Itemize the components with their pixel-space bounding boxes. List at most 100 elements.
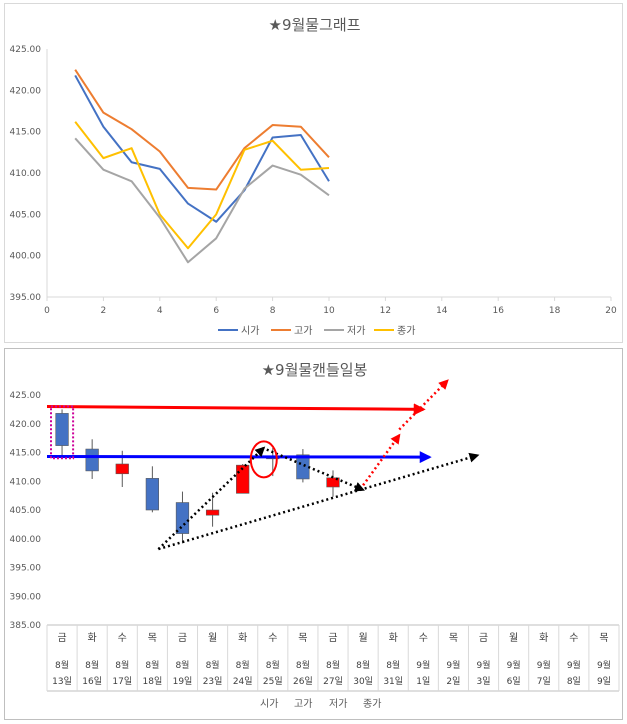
y-tick-label: 400.00 [10,252,42,262]
y-tick-label: 415.00 [10,128,42,138]
legend-label: 고가 [294,325,312,337]
line-chart-panel: ★9월물그래프 395.00 400.00 405.00 410.00 415.00 420… [4,3,623,343]
annotation-arrow [362,433,401,487]
category-date: 6일 [507,676,521,687]
y-tick-label: 415.00 [10,449,42,459]
category-day: 수 [419,632,428,644]
x-tick-label: 16 [492,306,504,316]
category-day: 목 [148,632,157,644]
category-month: 9월 [507,659,521,671]
candle-body [205,509,220,516]
x-tick-label: 8 [270,306,276,316]
category-month: 9월 [597,659,611,671]
category-month: 8월 [356,659,370,671]
chart-title: ★9월물캔들일봉 [262,361,368,379]
candlestick-chart: ★9월물캔들일봉 385.00 390.00 395.00 400.00 405.00 41… [10,361,620,710]
y-tick-label: 420.00 [10,420,42,430]
category-day: 화 [88,632,97,644]
series-line-1 [74,74,330,223]
category-month: 9월 [567,659,581,671]
legend-label: 저가 [329,698,347,710]
category-month: 8월 [115,659,129,671]
category-date: 30일 [353,676,373,687]
annotation-circle [249,440,278,479]
category-month: 9월 [537,659,551,671]
y-tick-label: 410.00 [10,169,42,179]
category-day: 금 [57,632,66,644]
legend-label: 고가 [294,698,312,710]
category-month: 8월 [236,659,250,671]
candle-body [115,463,129,475]
legend-label: 시가 [260,698,278,710]
legend-label: 종가 [363,698,381,710]
category-month: 9월 [477,659,491,671]
candle-body [55,413,69,446]
category-date: 23일 [203,676,223,687]
x-tick-label: 14 [436,306,448,316]
category-day: 월 [509,632,518,644]
category-day: 월 [208,632,217,644]
annotation-arrow [46,451,432,464]
category-day: 화 [238,632,247,644]
category-month: 8월 [206,659,220,671]
category-date: 3일 [477,676,491,687]
y-tick-label: 425.00 [10,391,42,401]
x-tick-label: 2 [101,306,107,316]
category-day: 목 [298,632,307,644]
category-date: 16일 [82,676,102,687]
annotation-arrow [398,379,449,431]
category-month: 8월 [175,659,189,671]
y-tick-label: 410.00 [10,477,42,487]
category-day: 수 [118,632,127,644]
category-date: 13일 [52,676,72,687]
category-date: 25일 [263,676,283,687]
category-month: 8월 [326,659,340,671]
category-day: 월 [359,632,368,644]
category-date: 19일 [173,676,193,687]
y-tick-label: 395.00 [10,293,42,303]
x-tick-label: 20 [605,306,617,316]
y-tick-label: 395.00 [10,564,42,574]
category-month: 9월 [446,659,460,671]
category-date: 27일 [323,676,343,687]
category-month: 8월 [85,659,99,671]
y-tick-label: 405.00 [10,506,42,516]
category-day: 화 [539,632,548,644]
y-tick-label: 400.00 [10,535,42,545]
category-date: 26일 [293,676,313,687]
category-date: 31일 [383,676,403,687]
category-day: 금 [178,632,187,644]
category-day: 목 [599,632,608,644]
category-date: 9일 [597,676,611,687]
category-month: 8월 [386,659,400,671]
category-day: 수 [268,632,277,644]
candle-body [175,502,190,534]
category-month: 8월 [145,659,159,671]
y-tick-label: 425.00 [10,45,42,55]
category-month: 8월 [296,659,310,671]
category-month: 9월 [416,659,430,671]
x-tick-label: 10 [323,306,335,316]
category-day: 목 [449,632,458,644]
category-day: 금 [479,632,488,644]
category-date: 8일 [567,676,581,687]
legend-label: 시가 [241,325,259,337]
x-tick-label: 18 [549,306,561,316]
x-tick-label: 6 [213,306,219,316]
y-tick-label: 405.00 [10,210,42,220]
category-date: 24일 [233,676,253,687]
chart-title: ★9월물그래프 [269,16,361,34]
category-day: 화 [389,632,398,644]
candlestick-chart-panel: ★9월물캔들일봉 385.00 390.00 395.00 400.00 405.00 41… [4,348,623,720]
category-date: 17일 [112,676,132,687]
candle-body [296,454,310,480]
y-tick-label: 390.00 [10,592,42,602]
category-month: 8월 [266,659,280,671]
annotation-arrow [158,452,480,551]
y-tick-label: 420.00 [10,86,42,96]
x-tick-label: 0 [44,306,50,316]
category-date: 1일 [416,676,430,687]
candle-body [145,478,159,511]
series-line-3 [74,137,330,264]
candle-body [85,448,99,472]
